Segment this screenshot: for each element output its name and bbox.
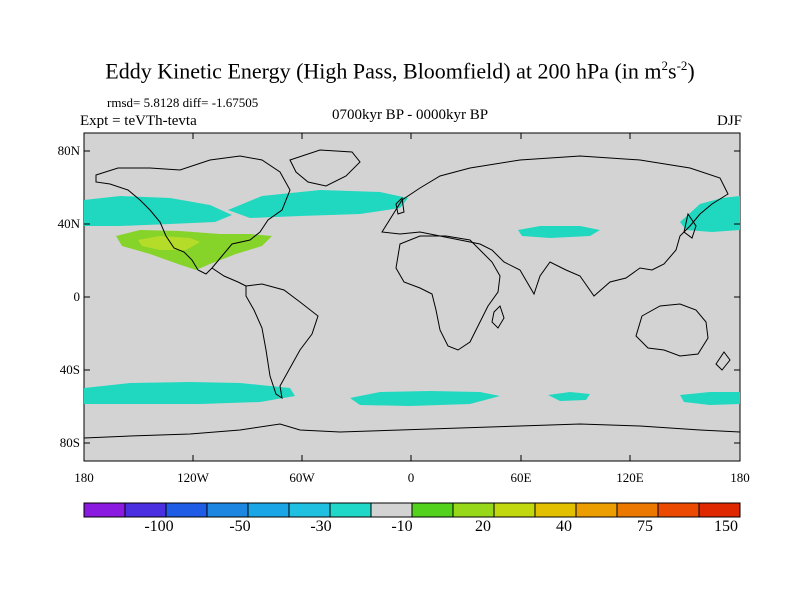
coast-europe-asia <box>381 155 729 297</box>
region-n-pacific-east <box>680 196 740 232</box>
colorbar-swatch <box>575 502 618 518</box>
colorbar-swatch <box>534 502 577 518</box>
colorbar-label: -100 <box>144 518 174 535</box>
coast-madagascar <box>491 305 505 329</box>
experiment-label: Expt = teVTh-tevta <box>80 113 197 129</box>
x-label-180e: 180 <box>730 470 750 485</box>
map-background <box>83 132 741 462</box>
colorbar-label: -30 <box>310 518 332 535</box>
colorbar-swatch <box>452 502 495 518</box>
region-asia-jet <box>518 226 600 238</box>
coast-new-zealand <box>715 351 731 371</box>
region-s-indian <box>548 392 590 401</box>
colorbar-swatch <box>206 502 249 518</box>
coast-australia <box>635 303 709 357</box>
region-green-inner <box>138 236 200 250</box>
region-s-tasman <box>680 392 740 405</box>
colorbar-swatch <box>493 502 536 518</box>
y-label-80s: 80S <box>59 435 80 450</box>
coast-uk <box>395 196 405 215</box>
x-label-120e: 120E <box>616 470 644 485</box>
coast-antarctica <box>83 423 741 439</box>
x-label-60e: 60E <box>510 470 532 485</box>
y-label-0: 0 <box>73 289 81 304</box>
x-label-120w: 120W <box>177 470 209 485</box>
x-label-60w: 60W <box>289 470 315 485</box>
x-label-0: 0 <box>407 470 415 485</box>
chart-title: Eddy Kinetic Energy (High Pass, Bloomfie… <box>105 58 695 84</box>
region-s-pacific <box>84 382 295 404</box>
colorbar <box>83 502 741 518</box>
coast-japan <box>683 212 697 239</box>
region-n-atlantic <box>228 190 408 218</box>
coast-north-america <box>95 155 291 275</box>
colorbar-swatch <box>411 502 454 518</box>
colorbar-swatch <box>165 502 208 518</box>
coast-central-america <box>211 267 247 287</box>
colorbar-label: -10 <box>391 518 413 535</box>
axis-ticks <box>84 133 740 461</box>
colorbar-swatch <box>698 502 741 518</box>
colorbar-label: -50 <box>229 518 251 535</box>
colorbar-swatch <box>247 502 290 518</box>
region-s-atlantic <box>350 391 500 406</box>
positive-anomaly <box>116 230 272 270</box>
period-label: 0700kyr BP - 0000kyr BP <box>331 107 489 123</box>
colorbar-label: 40 <box>556 518 572 535</box>
colorbar-swatch <box>124 502 167 518</box>
season-label: DJF <box>716 113 742 129</box>
stats-text: rmsd= 5.8128 diff= -1.67505 <box>107 95 259 110</box>
colorbar-swatch <box>329 502 372 518</box>
colorbar-label: 20 <box>475 518 491 535</box>
coastlines <box>83 149 741 439</box>
y-label-40s: 40S <box>59 362 80 377</box>
region-n-pacific-west <box>84 196 232 226</box>
coast-south-america <box>245 283 319 400</box>
colorbar-label: 150 <box>714 518 738 535</box>
y-label-80n: 80N <box>57 143 80 158</box>
colorbar-swatch <box>83 502 126 518</box>
colorbar-swatch <box>657 502 700 518</box>
colorbar-swatch <box>288 502 331 518</box>
colorbar-swatch <box>370 502 413 518</box>
x-label-180w: 180 <box>74 470 94 485</box>
anomaly-regions <box>84 190 740 406</box>
colorbar-swatch <box>616 502 659 518</box>
y-label-40n: 40N <box>57 216 80 231</box>
coast-africa <box>395 235 501 351</box>
coast-greenland <box>289 149 361 187</box>
colorbar-label: 75 <box>637 518 653 535</box>
